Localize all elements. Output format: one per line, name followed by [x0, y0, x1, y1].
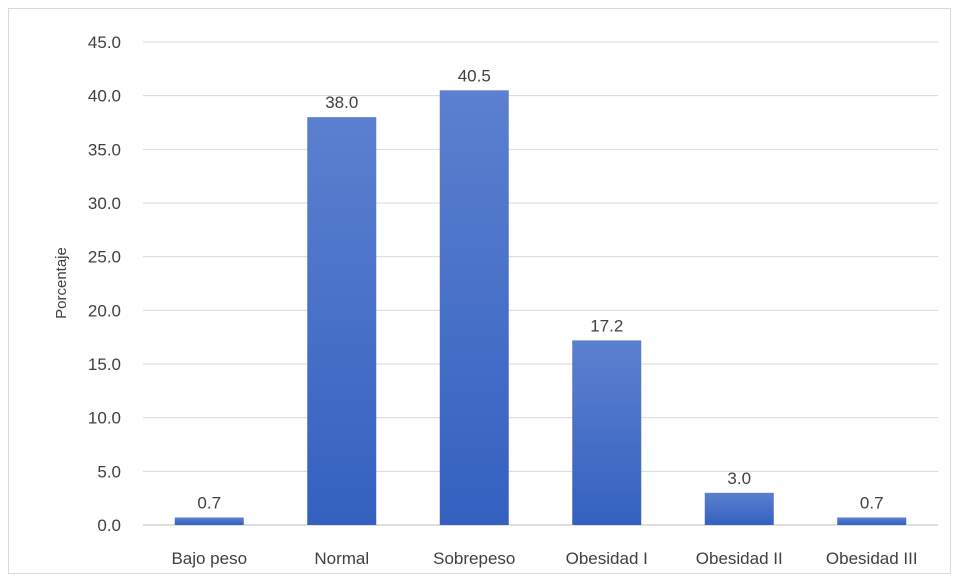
bars	[174, 90, 907, 526]
x-tick-label: Obesidad III	[826, 549, 918, 568]
y-tick-label: 30.0	[88, 194, 121, 213]
y-tick-label: 40.0	[88, 87, 121, 106]
y-tick-label: 35.0	[88, 140, 121, 159]
bar-value-label: 0.7	[197, 493, 221, 512]
y-tick-label: 25.0	[88, 248, 121, 267]
bar-value-label: 17.2	[590, 316, 623, 335]
bar	[439, 90, 509, 526]
y-axis-title: Porcentaje	[53, 247, 70, 319]
y-axis-ticks: 0.0 5.0 10.0 15.0 20.0 25.0 30.0 35.0 40.0 45.0	[88, 33, 121, 535]
x-tick-label: Bajo peso	[171, 549, 247, 568]
bar-value-label: 40.5	[458, 66, 491, 85]
x-tick-label: Sobrepeso	[433, 549, 515, 568]
bar-value-label: 3.0	[727, 469, 751, 488]
x-axis-ticks: Bajo peso Normal Sobrepeso Obesidad I Obesid…	[171, 549, 917, 568]
bar	[174, 517, 244, 525]
bar	[572, 340, 642, 525]
x-tick-label: Obesidad I	[566, 549, 648, 568]
bar	[307, 117, 377, 525]
x-tick-label: Normal	[314, 549, 369, 568]
y-tick-label: 45.0	[88, 33, 121, 52]
y-tick-label: 15.0	[88, 355, 121, 374]
y-tick-label: 20.0	[88, 301, 121, 320]
bar	[837, 517, 907, 525]
bar	[704, 492, 774, 525]
gridlines	[143, 41, 938, 526]
y-tick-label: 0.0	[97, 516, 121, 535]
y-tick-label: 5.0	[97, 462, 121, 481]
data-labels: 0.7 38.0 40.5 17.2 3.0 0.7	[197, 66, 883, 512]
y-tick-label: 10.0	[88, 409, 121, 428]
x-tick-label: Obesidad II	[696, 549, 783, 568]
bar-value-label: 38.0	[325, 93, 358, 112]
bar-value-label: 0.7	[860, 493, 884, 512]
